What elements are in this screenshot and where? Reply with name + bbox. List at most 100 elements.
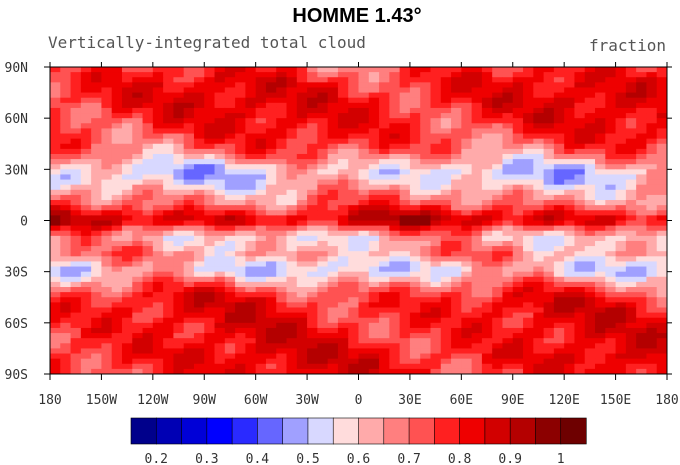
heatmap-cell	[512, 97, 524, 104]
heatmap-cell	[646, 102, 658, 109]
heatmap-cell	[142, 327, 154, 334]
heatmap-cell	[286, 266, 298, 273]
heatmap-cell	[60, 113, 71, 119]
heatmap-cell	[409, 333, 421, 339]
heatmap-cell	[512, 184, 524, 191]
heatmap-cell	[451, 143, 462, 150]
heatmap-cell	[265, 194, 277, 201]
heatmap-cell	[327, 333, 339, 339]
heatmap-cell	[409, 322, 421, 329]
heatmap-cell	[235, 174, 246, 180]
heatmap-cell	[656, 317, 668, 324]
heatmap-cell	[399, 322, 411, 329]
heatmap-cell	[152, 271, 164, 278]
heatmap-cell	[523, 312, 534, 319]
heatmap-cell	[121, 118, 133, 124]
heatmap-cell	[368, 67, 380, 73]
heatmap-cell	[80, 153, 92, 160]
heatmap-cell	[409, 123, 421, 129]
heatmap-cell	[481, 133, 493, 140]
heatmap-cell	[409, 205, 421, 211]
heatmap-cell	[245, 251, 257, 257]
heatmap-cell	[646, 215, 658, 221]
heatmap-cell	[276, 225, 287, 232]
heatmap-cell	[101, 72, 113, 78]
heatmap-cell	[595, 87, 606, 93]
heatmap-cell	[399, 67, 411, 73]
heatmap-cell	[91, 143, 102, 150]
heatmap-cell	[625, 251, 637, 257]
heatmap-cell	[214, 307, 226, 313]
heatmap-cell	[615, 159, 627, 165]
heatmap-cell	[183, 169, 195, 175]
heatmap-cell	[173, 123, 185, 129]
heatmap-cell	[163, 174, 174, 180]
heatmap-cell	[235, 256, 246, 262]
heatmap-cell	[461, 87, 473, 93]
heatmap-cell	[574, 307, 586, 313]
heatmap-cell	[595, 143, 606, 150]
heatmap-cell	[379, 123, 390, 129]
heatmap-cell	[625, 276, 637, 283]
heatmap-cell	[91, 77, 102, 83]
heatmap-cell	[399, 143, 411, 150]
heatmap-cell	[584, 138, 596, 145]
heatmap-cell	[183, 179, 195, 186]
heatmap-cell	[399, 118, 411, 124]
heatmap-cell	[615, 322, 627, 329]
heatmap-cell	[235, 343, 246, 349]
heatmap-cell	[636, 215, 647, 221]
heatmap-cell	[193, 184, 205, 191]
heatmap-cell	[265, 143, 277, 150]
heatmap-cell	[224, 271, 236, 278]
heatmap-cell	[646, 138, 658, 145]
heatmap-cell	[348, 169, 359, 175]
heatmap-cell	[564, 302, 575, 308]
heatmap-cell	[533, 113, 544, 119]
heatmap-cell	[646, 153, 658, 160]
heatmap-cell	[656, 302, 668, 308]
heatmap-cell	[379, 128, 390, 134]
heatmap-cell	[214, 72, 226, 78]
heatmap-cell	[132, 287, 143, 293]
heatmap-cell	[461, 82, 473, 88]
heatmap-cell	[368, 102, 380, 109]
heatmap-cell	[605, 230, 616, 237]
heatmap-cell	[625, 225, 637, 232]
heatmap-cell	[60, 72, 71, 78]
heatmap-cell	[451, 107, 462, 114]
heatmap-cell	[245, 317, 257, 324]
heatmap-cell	[224, 225, 236, 232]
heatmap-cell	[307, 210, 318, 216]
heatmap-cell	[461, 368, 473, 375]
heatmap-cell	[492, 143, 503, 150]
heatmap-cell	[512, 338, 524, 344]
heatmap-cell	[492, 307, 503, 313]
heatmap-cell	[132, 240, 143, 247]
heatmap-cell	[564, 174, 575, 180]
heatmap-cell	[368, 148, 380, 155]
heatmap-cell	[471, 143, 483, 150]
heatmap-cell	[132, 235, 143, 242]
heatmap-cell	[564, 240, 575, 247]
heatmap-cell	[70, 118, 82, 124]
heatmap-cell	[564, 256, 575, 262]
heatmap-cell	[471, 333, 483, 339]
heatmap-cell	[152, 159, 164, 165]
heatmap-cell	[91, 118, 102, 124]
heatmap-cell	[430, 358, 442, 365]
heatmap-cell	[111, 281, 123, 288]
heatmap-cell	[235, 133, 246, 140]
heatmap-cell	[91, 189, 102, 196]
heatmap-cell	[317, 82, 329, 88]
heatmap-cell	[636, 128, 647, 134]
heatmap-cell	[636, 189, 647, 196]
heatmap-cell	[625, 312, 637, 319]
heatmap-cell	[265, 159, 277, 165]
heatmap-cell	[656, 225, 668, 232]
heatmap-cell	[656, 184, 668, 191]
heatmap-cell	[368, 87, 380, 93]
heatmap-cell	[512, 92, 524, 99]
heatmap-cell	[564, 133, 575, 140]
heatmap-cell	[255, 143, 267, 150]
